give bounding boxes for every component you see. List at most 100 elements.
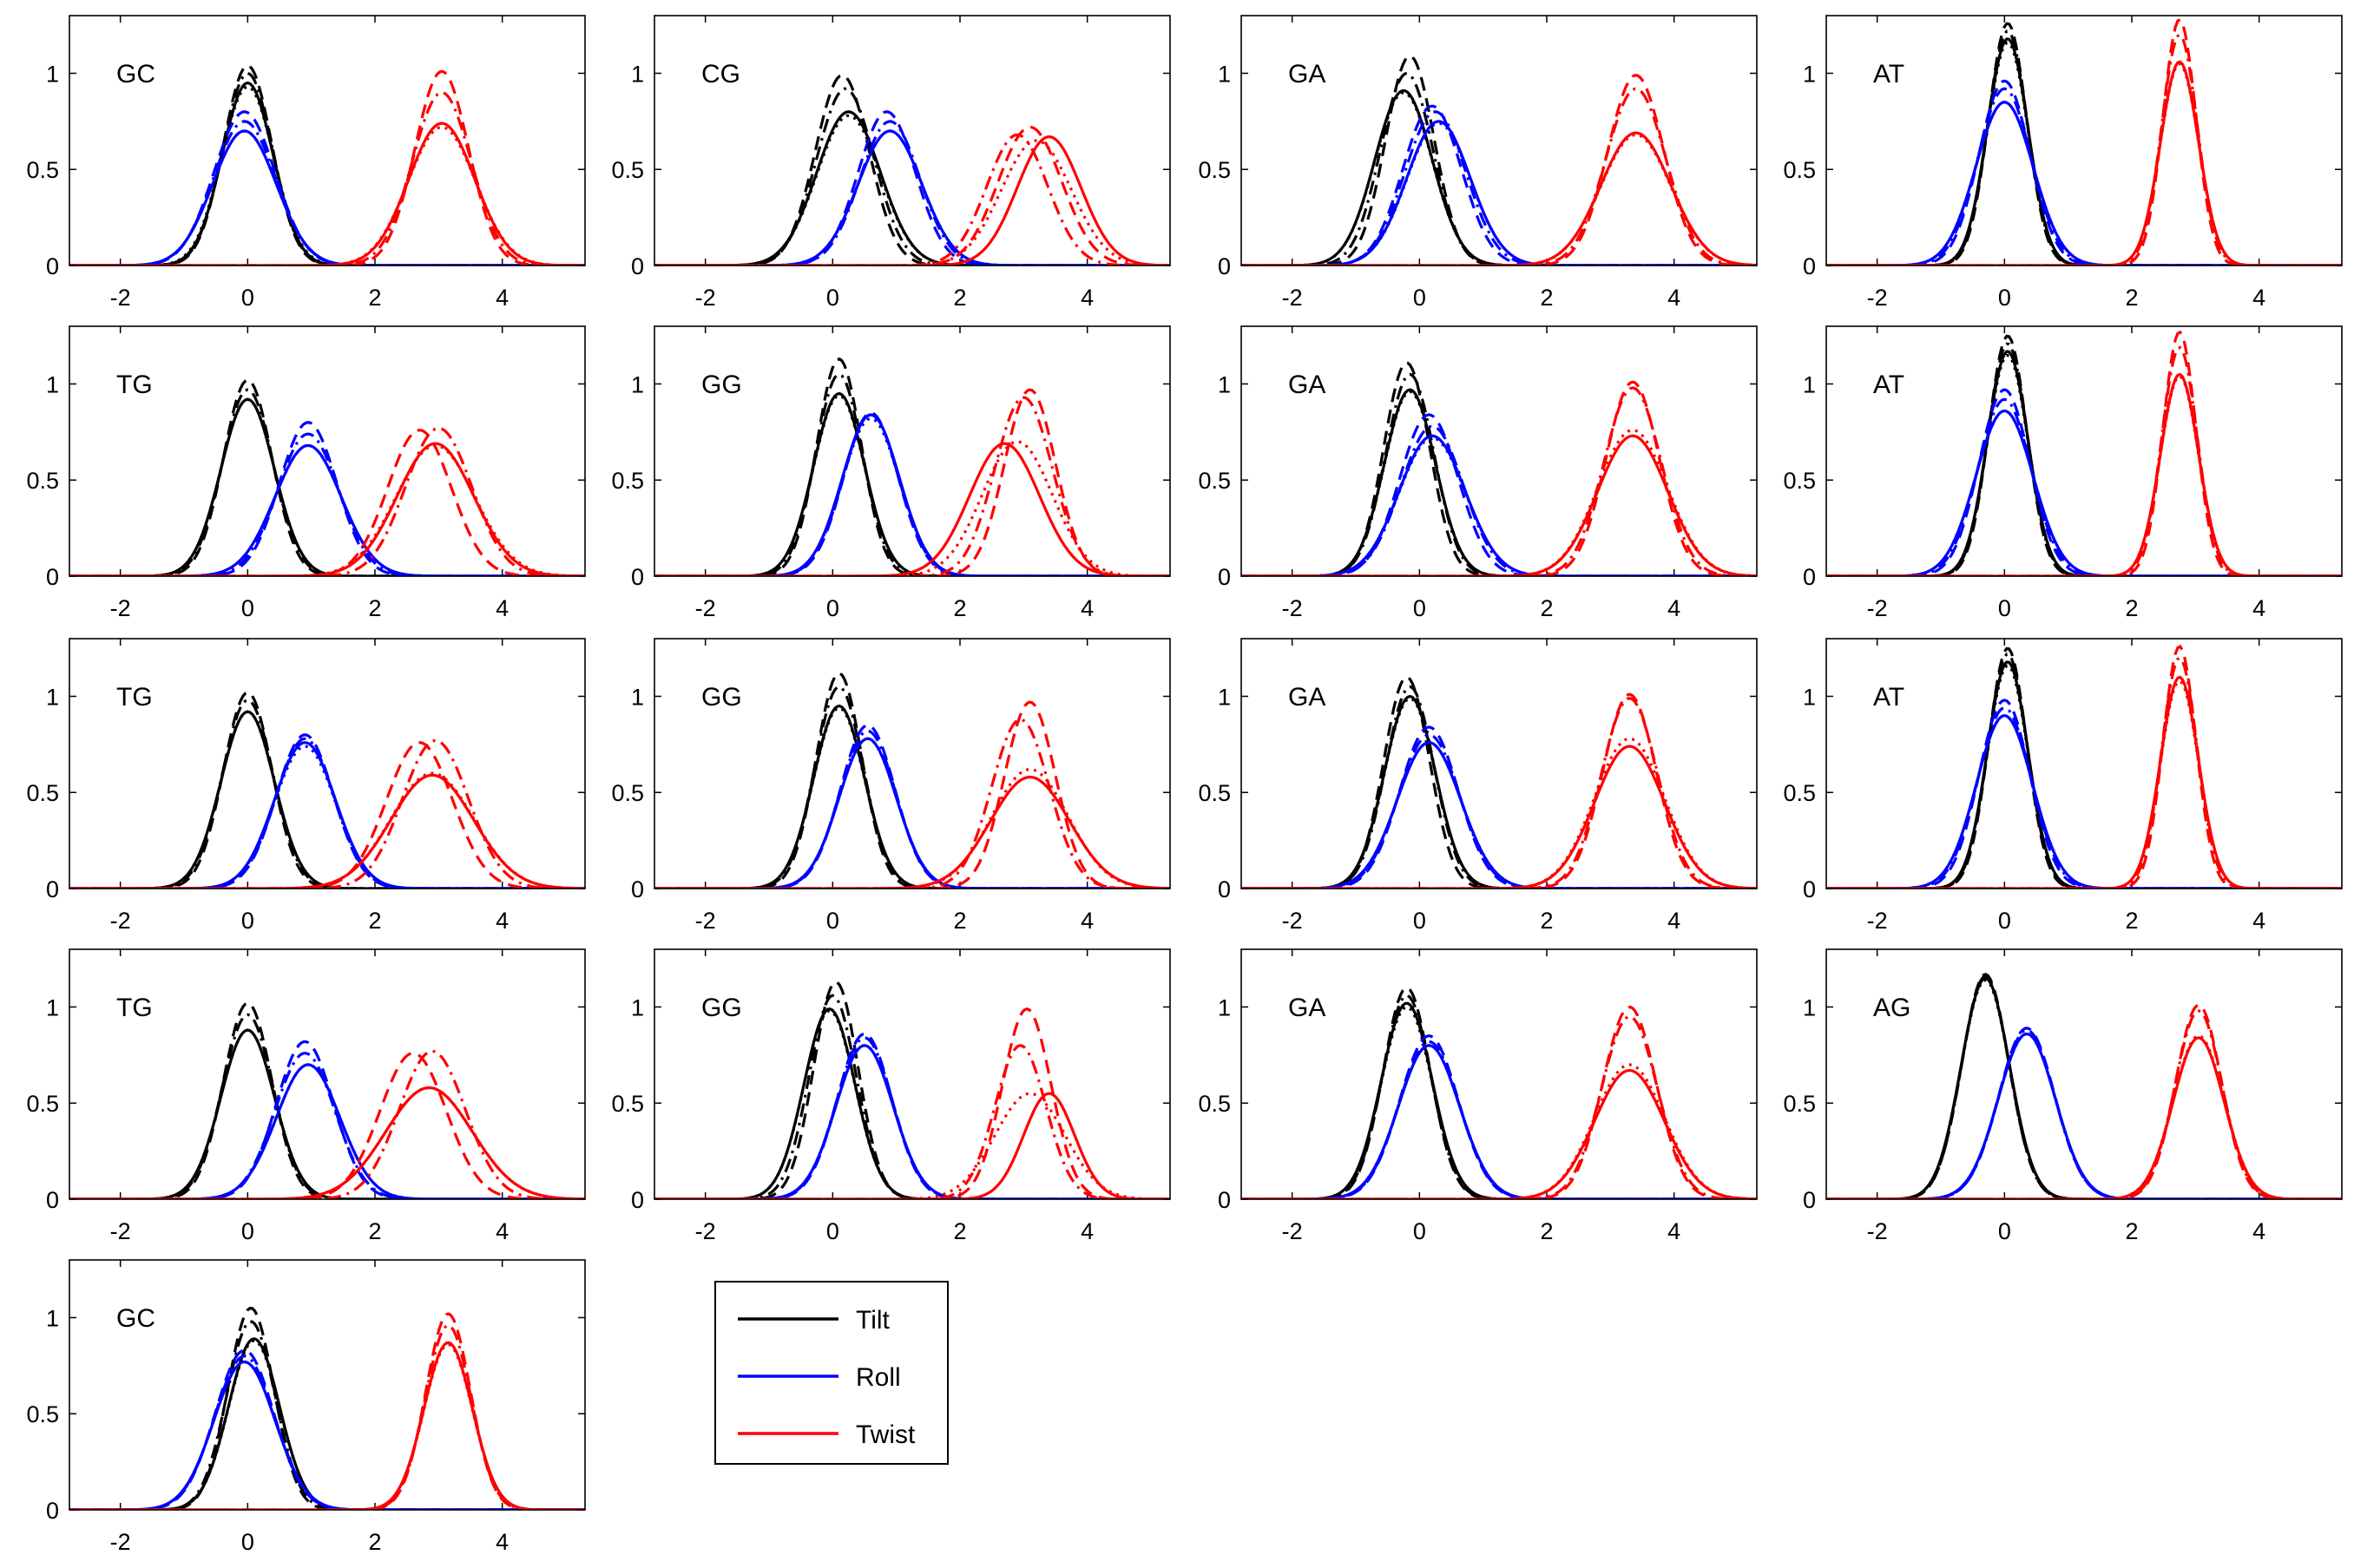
twist-curve-dashdot	[1241, 87, 1757, 266]
roll-curve-dotted	[1826, 101, 2342, 266]
twist-curve-solid	[1826, 60, 2342, 266]
x-tick-label: 4	[1081, 908, 1094, 934]
panel-curves	[69, 63, 585, 266]
panel-frame	[1240, 948, 1758, 1200]
y-tick-label: 1	[1803, 61, 1816, 87]
tilt-curve-dashed	[69, 691, 585, 889]
panel-curves	[654, 74, 1170, 266]
roll-curve-solid	[69, 443, 585, 576]
y-tick-label: 0.5	[1783, 468, 1816, 494]
roll-curve-solid	[654, 129, 1170, 266]
panel-curves	[69, 691, 585, 889]
y-tick-label: 0	[631, 1187, 644, 1213]
panel-label: TG	[116, 371, 153, 399]
twist-curve-dashdot	[1826, 1009, 2342, 1199]
roll-curve-solid	[654, 413, 1170, 576]
panel-frame	[1825, 638, 2343, 889]
panels: -2 0 2 4 0 0.5 1 GC -2 0 2 4 0 0.5 1 CG -2 0 2 4 0 0.5 1 GA -2 0 2…	[26, 15, 2343, 1555]
roll-curve-dashed	[1241, 1034, 1757, 1199]
roll-curve-dashed	[1826, 1027, 2342, 1199]
tilt-curve-dotted	[69, 1339, 585, 1510]
y-tick-label: 1	[46, 1305, 59, 1331]
roll-curve-dashed	[69, 1040, 585, 1199]
tilt-curve-solid	[69, 1028, 585, 1199]
twist-curve-dashdot	[69, 90, 585, 266]
x-tick-label: -2	[1867, 1218, 1888, 1244]
tilt-curve-dashed	[654, 74, 1170, 266]
roll-curve-dashed	[654, 724, 1170, 889]
panel-frame	[654, 948, 1171, 1200]
x-tick-label: 4	[2252, 595, 2265, 621]
tilt-curve-dotted	[1241, 390, 1757, 576]
x-tick-label: 4	[1667, 1218, 1680, 1244]
x-tick-label: 2	[953, 595, 966, 621]
tilt-curve-dotted	[69, 710, 585, 889]
twist-curve-solid	[1241, 131, 1757, 266]
x-tick-label: -2	[110, 1529, 131, 1555]
panel-label: TG	[116, 683, 153, 712]
twist-curve-solid	[69, 1086, 585, 1199]
twist-curve-solid	[69, 1341, 585, 1510]
x-tick-label: 2	[953, 285, 966, 311]
x-tick-label: 0	[1413, 908, 1426, 934]
panel-frame	[1825, 948, 2343, 1200]
x-tick-label: 0	[1998, 285, 2011, 311]
x-tick-label: 2	[953, 1218, 966, 1244]
roll-curve-dotted	[69, 745, 585, 889]
roll-curve-dashed	[654, 411, 1170, 576]
panel-frame	[69, 1259, 586, 1511]
roll-curve-dashed	[69, 733, 585, 889]
twist-curve-dashed	[1826, 1003, 2342, 1199]
roll-curve-dashdot	[1826, 397, 2342, 576]
tilt-curve-dashdot	[69, 71, 585, 266]
legend-label-tilt: Tilt	[856, 1306, 891, 1335]
x-tick-label: 4	[1081, 595, 1094, 621]
panel-label: AG	[1873, 994, 1910, 1022]
tilt-curve-solid	[69, 1337, 585, 1510]
panel-10: -2 0 2 4 0 0.5 1 GG	[611, 638, 1171, 934]
twist-curve-dashdot	[654, 1044, 1170, 1199]
roll-curve-dotted	[1826, 1032, 2342, 1199]
roll-curve-solid	[1826, 101, 2342, 266]
y-tick-label: 0.5	[1198, 468, 1231, 494]
y-tick-label: 1	[631, 684, 644, 710]
roll-curve-dashdot	[1241, 733, 1757, 889]
x-tick-label: 4	[2252, 1218, 2265, 1244]
roll-curve-dashdot	[1241, 424, 1757, 576]
y-tick-label: 1	[1218, 371, 1231, 397]
y-tick-label: 0.5	[611, 1091, 644, 1117]
twist-curve-dashdot	[1241, 697, 1757, 889]
roll-curve-dotted	[1826, 409, 2342, 576]
panel-frame	[1240, 325, 1758, 577]
y-tick-label: 0	[1803, 1187, 1816, 1213]
twist-curve-dashed	[1826, 17, 2342, 266]
tilt-curve-dotted	[69, 1028, 585, 1199]
y-tick-label: 0.5	[26, 157, 59, 183]
twist-curve-solid	[1826, 372, 2342, 576]
y-tick-label: 0	[631, 876, 644, 902]
panel-curves	[1826, 330, 2342, 576]
x-tick-label: 4	[496, 908, 509, 934]
panel-2: -2 0 2 4 0 0.5 1 CG	[611, 15, 1171, 311]
panel-label: GG	[701, 683, 742, 712]
y-tick-label: 0.5	[26, 1091, 59, 1117]
roll-curve-dashdot	[69, 737, 585, 889]
x-tick-label: 2	[1540, 285, 1553, 311]
panel-17: -2 0 2 4 0 0.5 1 GC	[26, 1259, 586, 1555]
panel-label: GA	[1288, 683, 1325, 712]
y-tick-label: 0	[1218, 1187, 1231, 1213]
panel-8: -2 0 2 4 0 0.5 1 AT	[1783, 325, 2343, 621]
panel-label: AT	[1873, 371, 1904, 399]
panel-curves	[69, 378, 585, 576]
legend: Tilt Roll Twist	[714, 1281, 949, 1465]
y-tick-label: 0	[1803, 876, 1816, 902]
panel-label: GA	[1288, 994, 1325, 1022]
twist-curve-solid	[1241, 434, 1757, 576]
x-tick-label: 0	[241, 1529, 254, 1555]
y-tick-label: 0	[46, 876, 59, 902]
panel-curves	[69, 1306, 585, 1510]
roll-curve-dashdot	[654, 729, 1170, 889]
y-tick-label: 1	[46, 994, 59, 1020]
roll-curve-solid	[1241, 740, 1757, 889]
panel-frame	[69, 15, 586, 266]
